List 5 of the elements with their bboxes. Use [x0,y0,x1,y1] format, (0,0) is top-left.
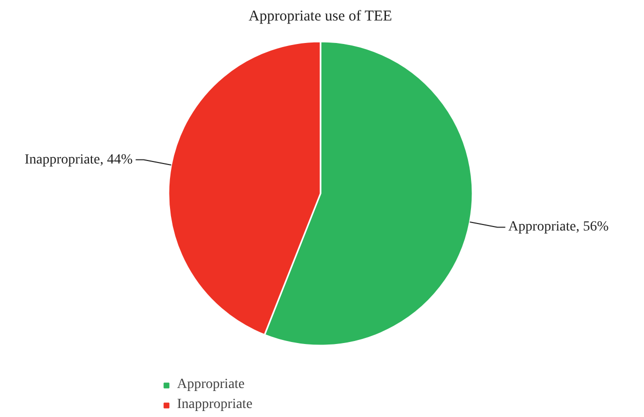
legend-label: Inappropriate [177,397,252,413]
data-label: Inappropriate, 44% [24,152,134,168]
chart-title: Appropriate use of TEE [248,8,392,24]
data-label: Appropriate, 56% [508,220,609,235]
legend-label: Appropriate [177,377,245,393]
